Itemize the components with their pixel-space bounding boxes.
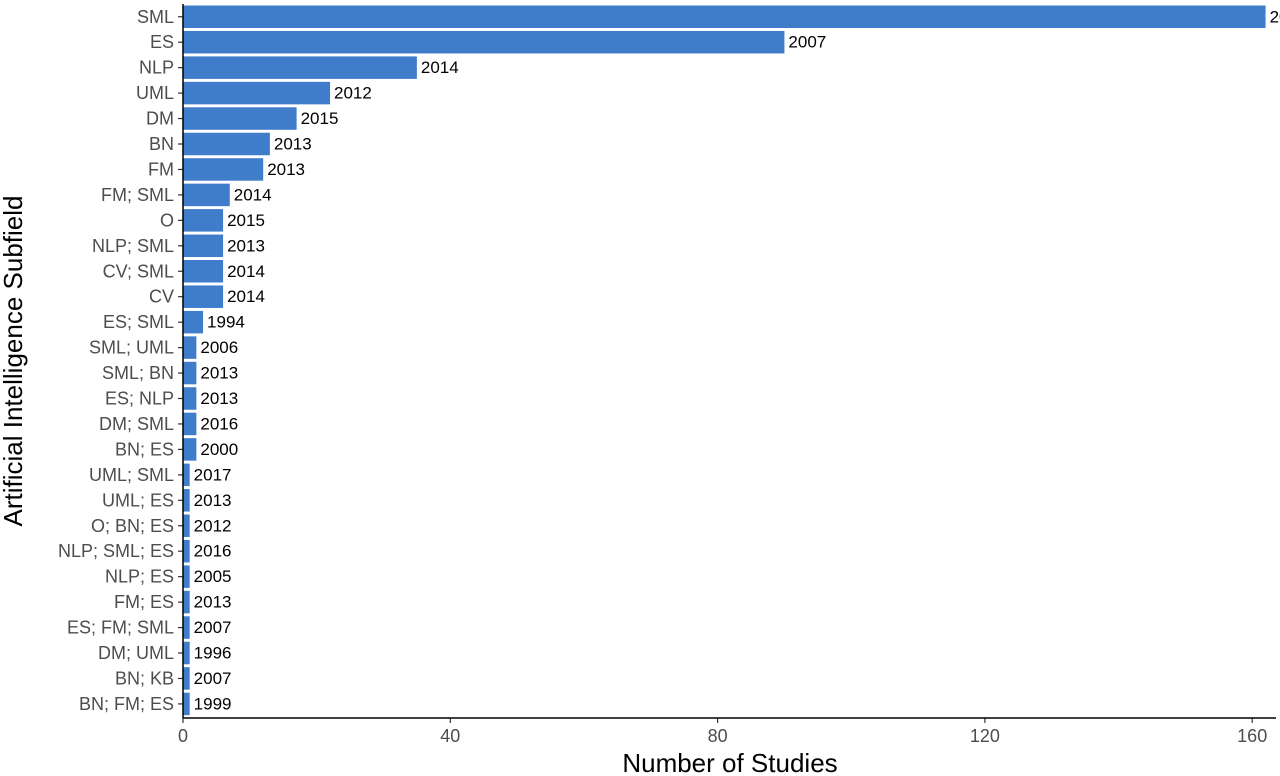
data-label-6: 2013 xyxy=(267,160,305,179)
category-label-1: ES xyxy=(150,32,174,52)
data-label-7: 2014 xyxy=(234,185,272,204)
category-label-20: O; BN; ES xyxy=(91,516,174,536)
x-tick-label-2: 80 xyxy=(708,726,728,746)
data-label-11: 2014 xyxy=(227,287,265,306)
category-label-10: CV; SML xyxy=(103,261,174,281)
category-label-21: NLP; SML; ES xyxy=(58,541,174,561)
bar-11 xyxy=(183,285,224,308)
category-label-3: UML xyxy=(136,83,174,103)
data-label-21: 2016 xyxy=(194,542,232,561)
bar-1 xyxy=(183,30,785,54)
bar-12 xyxy=(183,310,204,334)
bar-4 xyxy=(183,107,297,130)
data-label-5: 2013 xyxy=(274,135,312,154)
data-label-15: 2013 xyxy=(200,389,238,408)
data-label-20: 2012 xyxy=(194,516,232,535)
bar-10 xyxy=(183,260,224,283)
x-tick-label-1: 40 xyxy=(440,726,460,746)
data-label-10: 2014 xyxy=(227,262,265,281)
x-tick-label-3: 120 xyxy=(970,726,1000,746)
bar-8 xyxy=(183,209,224,232)
bar-27 xyxy=(183,692,190,716)
category-label-6: FM xyxy=(148,159,174,179)
bar-19 xyxy=(183,489,190,512)
category-label-26: BN; KB xyxy=(115,668,174,688)
data-label-4: 2015 xyxy=(301,109,339,128)
category-label-12: ES; SML xyxy=(103,312,174,332)
data-label-8: 2015 xyxy=(227,211,265,230)
bar-24 xyxy=(183,616,190,639)
category-labels: SML ES NLP UML DM BN FM FM; SML O NLP; SML CV; SML… xyxy=(58,7,183,714)
data-label-17: 2000 xyxy=(200,440,238,459)
bar-16 xyxy=(183,412,197,436)
data-label-23: 2013 xyxy=(194,593,232,612)
bar-21 xyxy=(183,539,190,563)
category-label-16: DM; SML xyxy=(99,414,174,434)
x-tick-label-0: 0 xyxy=(178,726,188,746)
bar-0 xyxy=(183,5,1266,28)
bar-9 xyxy=(183,234,224,258)
bar-7 xyxy=(183,183,230,207)
data-label-16: 2016 xyxy=(200,414,238,433)
x-axis-title: Number of Studies xyxy=(622,748,837,776)
category-label-11: CV xyxy=(149,287,174,307)
data-labels: 2014 2007 2014 2012 2015 2013 2013 2014 2015 2013… xyxy=(194,7,1280,713)
data-label-13: 2006 xyxy=(200,338,238,357)
category-label-27: BN; FM; ES xyxy=(79,694,174,714)
data-label-3: 2012 xyxy=(334,84,372,103)
bar-22 xyxy=(183,565,190,588)
category-label-7: FM; SML xyxy=(101,185,174,205)
data-label-26: 2007 xyxy=(194,669,232,688)
category-label-14: SML; BN xyxy=(102,363,174,383)
bar-25 xyxy=(183,641,190,665)
bar-17 xyxy=(183,438,197,461)
data-label-27: 1999 xyxy=(194,694,232,713)
data-label-0: 2014 xyxy=(1270,7,1280,26)
data-label-14: 2013 xyxy=(200,364,238,383)
y-axis-title: Artificial Intelligence Subfield xyxy=(0,196,28,527)
data-label-2: 2014 xyxy=(421,58,459,77)
category-label-22: NLP; ES xyxy=(105,567,174,587)
data-label-22: 2005 xyxy=(194,567,232,586)
data-label-19: 2013 xyxy=(194,491,232,510)
category-label-2: NLP xyxy=(139,58,174,78)
category-label-5: BN xyxy=(149,134,174,154)
x-axis-ticks: 0 40 80 120 160 xyxy=(178,718,1267,746)
data-label-18: 2017 xyxy=(194,465,232,484)
data-label-24: 2007 xyxy=(194,618,232,637)
category-label-19: UML; ES xyxy=(102,490,174,510)
category-label-17: BN; ES xyxy=(115,439,174,459)
data-label-25: 1996 xyxy=(194,644,232,663)
category-label-15: ES; NLP xyxy=(105,389,174,409)
category-label-13: SML; UML xyxy=(89,338,174,358)
bar-18 xyxy=(183,463,190,487)
bar-23 xyxy=(183,590,190,614)
bars-group xyxy=(183,5,1266,716)
bar-13 xyxy=(183,336,197,359)
category-label-9: NLP; SML xyxy=(92,236,174,256)
data-label-12: 1994 xyxy=(207,313,245,332)
bar-15 xyxy=(183,387,197,410)
bar-14 xyxy=(183,361,197,385)
x-tick-label-4: 160 xyxy=(1237,726,1267,746)
bar-5 xyxy=(183,132,270,156)
data-label-1: 2007 xyxy=(788,33,826,52)
category-label-8: O xyxy=(160,210,174,230)
category-label-18: UML; SML xyxy=(89,465,174,485)
category-label-0: SML xyxy=(137,7,174,27)
category-label-25: DM; UML xyxy=(98,643,174,663)
bar-2 xyxy=(183,56,417,79)
bar-20 xyxy=(183,514,190,537)
data-label-9: 2013 xyxy=(227,236,265,255)
category-label-23: FM; ES xyxy=(114,592,174,612)
bar-3 xyxy=(183,81,331,105)
bar-26 xyxy=(183,667,190,690)
category-label-24: ES; FM; SML xyxy=(67,618,174,638)
bar-6 xyxy=(183,158,264,181)
category-label-4: DM xyxy=(146,109,174,129)
